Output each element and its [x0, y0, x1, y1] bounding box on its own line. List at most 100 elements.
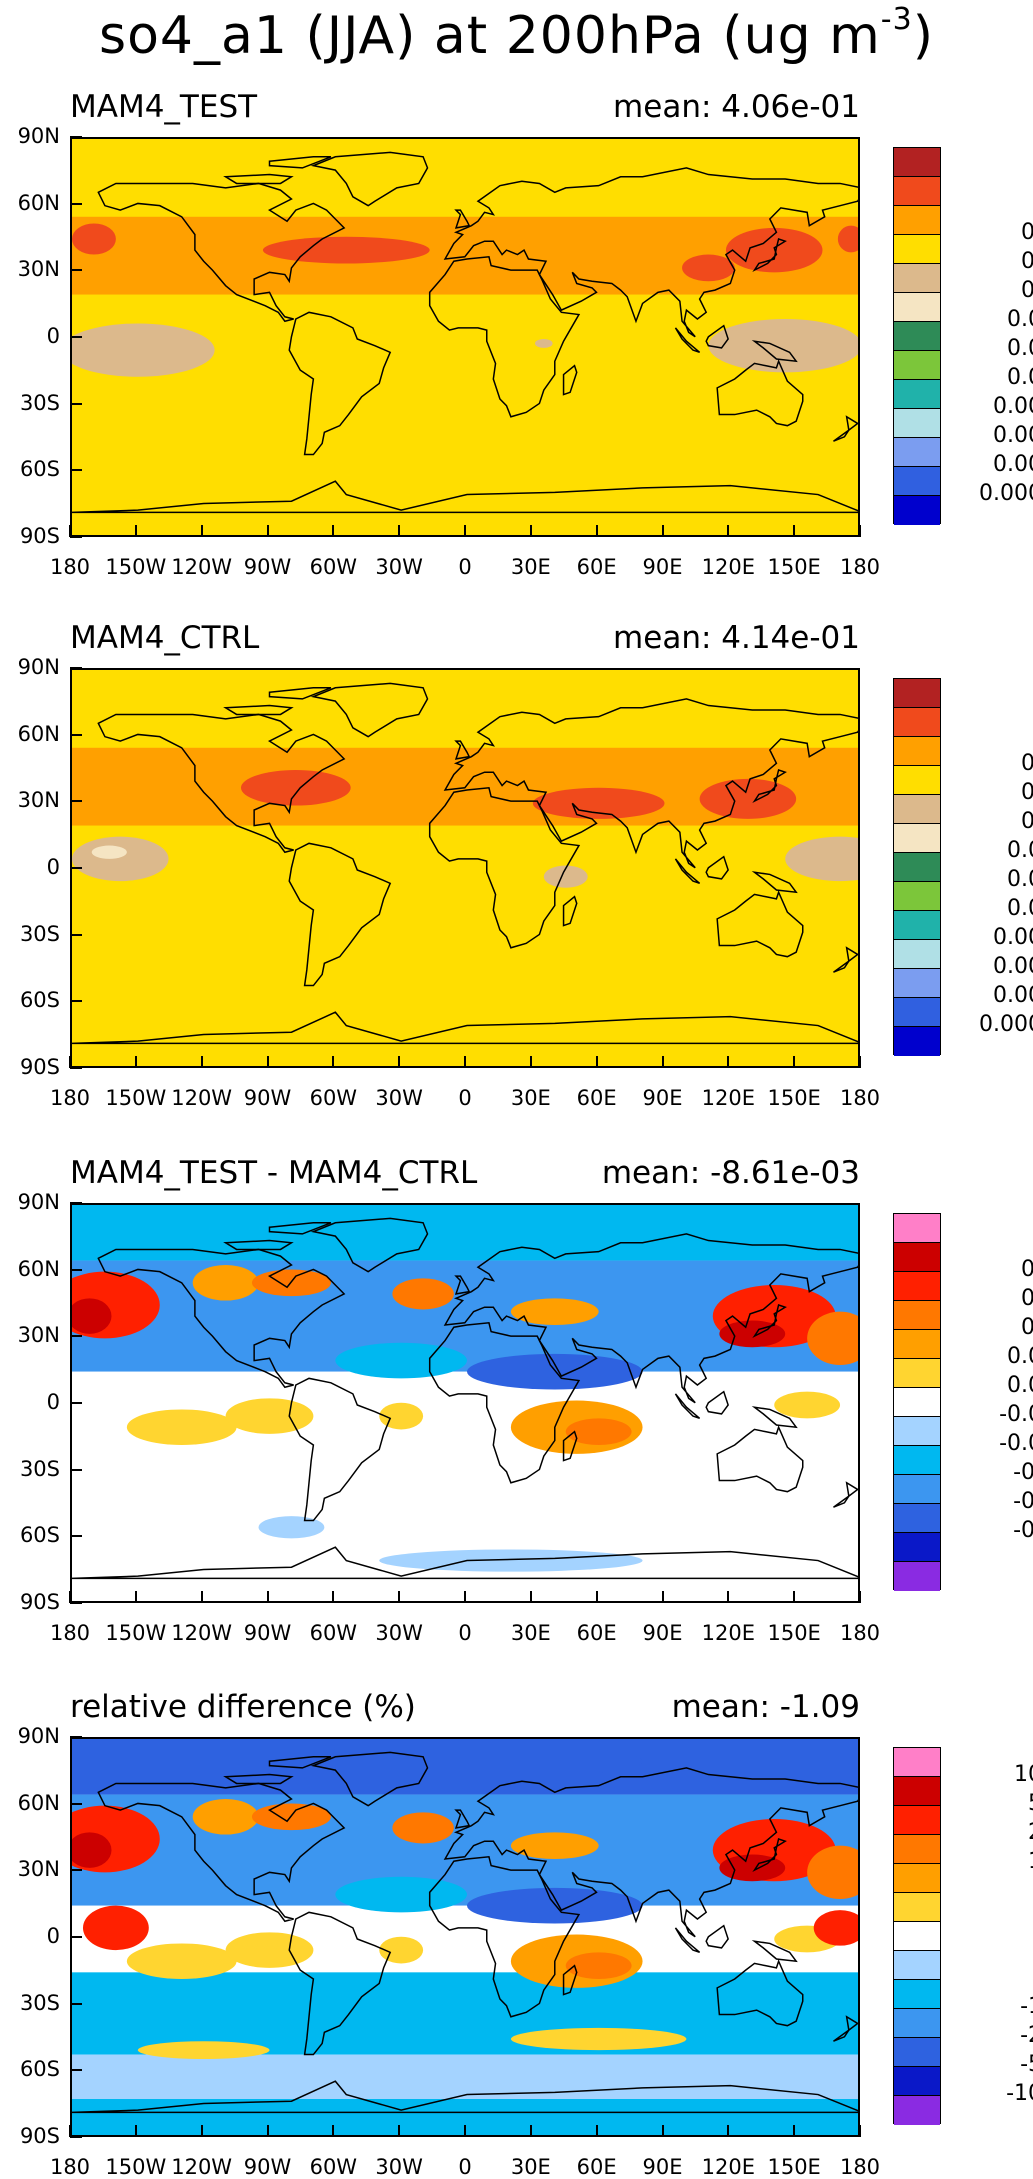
longitude-label: 60E: [576, 1621, 617, 1645]
coastline: [674, 1927, 701, 1954]
coastline: [223, 1773, 294, 1785]
panel-mean: mean: -8.61e-03: [601, 1155, 860, 1191]
longitude-label: 30W: [375, 555, 423, 579]
colorbar-label: -100: [1006, 2081, 1033, 2106]
colorbar-label: 0.5: [1021, 220, 1033, 245]
coastline: [288, 842, 392, 987]
colorbar-swatch: [894, 795, 940, 824]
colorbar-label: 0.005: [993, 925, 1033, 950]
colorbar-swatch: [894, 177, 940, 206]
longitude-tick: [859, 525, 861, 537]
coastline: [833, 946, 858, 973]
colorbar-label: 2: [946, 162, 1033, 187]
coastline: [751, 340, 798, 363]
coastline: [288, 1911, 392, 2056]
latitude-label: 90N: [17, 1724, 60, 1748]
longitude-tick: [727, 525, 730, 537]
longitude-tick: [134, 1056, 137, 1068]
coastline: [268, 1756, 332, 1769]
contour-region: [335, 1342, 467, 1379]
longitude-label: 180: [49, 2155, 91, 2179]
colorbar-label: 0.05: [1007, 838, 1033, 863]
contour-region: [72, 503, 654, 531]
coastline: [833, 2015, 858, 2042]
colorbar-swatch: [894, 1446, 940, 1475]
latitude-label: 60S: [19, 1523, 60, 1548]
coastline: [443, 167, 858, 338]
longitude-label: 180: [839, 1621, 881, 1645]
longitude-tick: [266, 2125, 269, 2137]
longitude-label: 120W: [171, 555, 233, 579]
longitude-tick: [529, 525, 532, 537]
coastline: [428, 1855, 581, 2018]
coastline: [705, 1390, 729, 1415]
longitude-tick: [859, 2125, 861, 2137]
contour-band: [72, 2054, 858, 2099]
colorbar-label: 0.0005: [979, 1012, 1033, 1037]
colorbar-swatch: [894, 206, 940, 235]
colorbar-label: -5: [946, 1965, 1033, 1990]
contour-region: [225, 1398, 314, 1434]
panel-title: MAM4_TEST - MAM4_CTRL: [70, 1155, 478, 1191]
longitude-tick: [529, 2125, 532, 2137]
colorbar-label: 5: [946, 1878, 1033, 1903]
colorbar-swatch: [894, 882, 940, 911]
longitude-label: 150E: [767, 2155, 821, 2179]
coastline: [443, 1233, 858, 1404]
coastline: [443, 1767, 858, 1938]
contour-region: [714, 330, 768, 357]
coastlines: [72, 682, 858, 1045]
panel-mean: mean: 4.06e-01: [613, 89, 860, 125]
latitude-tick: [70, 1535, 82, 1538]
longitude-tick: [134, 1591, 137, 1603]
longitude-label: 30E: [510, 555, 551, 579]
colorbar-swatch: [894, 1893, 940, 1922]
colorbar-label: -0.02: [999, 1402, 1033, 1427]
longitude-tick: [793, 1591, 796, 1603]
filled-contours: [72, 139, 858, 535]
colorbar-swatch: [894, 148, 940, 177]
longitude-label: 120E: [701, 2155, 755, 2179]
colorbar-swatch: [894, 940, 940, 969]
coastline: [310, 682, 429, 738]
colorbar-swatch: [894, 1301, 940, 1330]
latitude-tick: [70, 269, 82, 272]
longitude-tick: [464, 2125, 466, 2137]
colorbar-label: 0.2: [1021, 1286, 1033, 1311]
longitude-tick: [332, 1056, 335, 1068]
longitude-label: 90W: [243, 1086, 292, 1110]
longitude-tick: [464, 1056, 466, 1068]
map-plot-area: [70, 1203, 860, 1603]
coastline: [454, 1809, 471, 1829]
contour-band: [72, 1205, 858, 1261]
longitude-label: 150W: [105, 1621, 167, 1645]
colorbar-swatch: [894, 1417, 940, 1446]
coastline: [223, 704, 294, 716]
contour-region: [813, 1910, 858, 1946]
latitude-label: 30S: [19, 390, 60, 415]
latitude-tick: [70, 469, 82, 472]
contour-region: [807, 1311, 858, 1365]
colorbar: [893, 147, 941, 525]
contour-region: [467, 1887, 643, 1924]
colorbar-label: -20: [1020, 2023, 1033, 2048]
longitude-label: 120E: [701, 1086, 755, 1110]
longitude-tick: [200, 525, 203, 537]
longitude-tick: [859, 1056, 861, 1068]
contour-region: [137, 2041, 270, 2059]
contour-region: [126, 1409, 237, 1445]
coastline: [716, 359, 804, 427]
longitude-label: 60W: [309, 2155, 358, 2179]
latitude-tick: [70, 202, 82, 205]
coastline: [223, 173, 294, 185]
coastline: [72, 1546, 858, 1580]
colorbar-label: 0.0005: [979, 481, 1033, 506]
colorbar-swatch: [894, 1951, 940, 1980]
contour-region: [72, 223, 116, 255]
longitude-label: 0: [458, 555, 472, 579]
colorbar-label: -10: [1020, 1994, 1033, 2019]
coastline: [97, 713, 346, 854]
colorbar-swatch: [894, 2067, 940, 2096]
coastline: [443, 698, 858, 869]
colorbar-swatch: [894, 438, 940, 467]
